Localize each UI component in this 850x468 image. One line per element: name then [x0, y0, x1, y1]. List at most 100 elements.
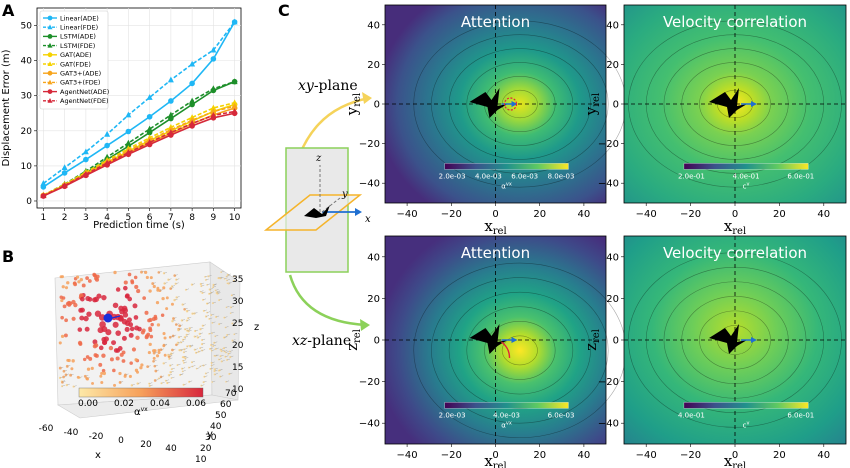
- legend-marker: [47, 89, 53, 94]
- velocity-arrow-head: [751, 337, 757, 343]
- series-line: [43, 110, 235, 197]
- velocity-vector: [120, 381, 124, 383]
- x-tick-label: 40: [817, 209, 830, 220]
- velocity-vector: [172, 319, 176, 322]
- scatter-point: [151, 317, 156, 321]
- scatter-point: [155, 354, 160, 358]
- bird-icon: [709, 324, 747, 354]
- series-line: [42, 21, 236, 188]
- scatter-point: [136, 289, 141, 294]
- scatter-colorbar-ticks: 0.00 0.02 0.04 0.06: [78, 399, 206, 409]
- x-tick-label: −40: [397, 209, 418, 220]
- scatter-point: [100, 380, 104, 385]
- panel-letter-c: C: [278, 1, 290, 20]
- velocity-vector: [177, 341, 181, 343]
- velocity-vector: [141, 270, 145, 273]
- data-point: [61, 170, 68, 176]
- scatter-point: [149, 276, 153, 280]
- scatter-point: [156, 288, 160, 292]
- y-tick-label: −20: [359, 377, 380, 388]
- velocity-vector: [200, 328, 204, 330]
- colorbar-tick-label: 0.02: [114, 399, 134, 409]
- scatter-point: [85, 276, 89, 280]
- scatter-point: [92, 297, 98, 303]
- velocity-vector: [191, 361, 196, 363]
- velocity-vector: [201, 384, 205, 386]
- scatter-point: [157, 348, 161, 352]
- y-tick-label: 60: [220, 400, 232, 410]
- scatter-point: [113, 348, 119, 353]
- velocity-vector: [213, 283, 217, 285]
- data-point: [231, 78, 238, 85]
- scatter-point: [87, 279, 92, 283]
- scatter-point: [225, 275, 228, 278]
- scatter-point: [94, 276, 98, 281]
- velocity-vector: [168, 353, 172, 356]
- velocity-vector: [217, 290, 221, 293]
- velocity-vector: [209, 347, 214, 350]
- colorbar-tick-label: 4.0e-01: [733, 172, 760, 180]
- y-tick-label: −40: [598, 179, 619, 190]
- heatmap-panels: Attention 2.0e-03 4.0e-03 6.0e-03 8.0e-03 αvx…: [343, 4, 847, 468]
- x-tick-label: −20: [680, 450, 701, 461]
- velocity-vector: [202, 342, 206, 345]
- scatter-point: [148, 326, 152, 331]
- scatter-point: [166, 381, 169, 385]
- scatter-point: [79, 277, 84, 282]
- velocity-vector: [179, 348, 183, 351]
- velocity-vector: [212, 286, 217, 288]
- velocity-vector: [171, 376, 175, 379]
- velocity-vector: [226, 279, 230, 281]
- scatter-point: [60, 298, 64, 303]
- y-tick-label: 40: [21, 57, 33, 67]
- velocity-vector: [168, 374, 173, 376]
- velocity-vector: [203, 364, 207, 366]
- y-tick-label: 50: [215, 411, 227, 421]
- velocity-vector: [66, 383, 70, 386]
- heatmap-title: Velocity correlation: [663, 244, 807, 262]
- velocity-vector: [169, 357, 173, 360]
- velocity-vector: [226, 275, 230, 277]
- velocity-vector: [203, 309, 207, 312]
- velocity-vector: [182, 338, 187, 341]
- scatter-point: [133, 315, 139, 320]
- scatter-point: [165, 296, 169, 300]
- x-tick-label: 40: [578, 209, 591, 220]
- focal-bird-marker: [103, 313, 113, 323]
- scatter-point: [66, 281, 70, 285]
- data-point: [189, 60, 196, 67]
- velocity-vector: [184, 328, 189, 330]
- velocity-vector: [211, 313, 215, 316]
- scatter-point: [148, 289, 152, 293]
- scatter-z-ticks: 10 15 20 25 30 35: [232, 275, 244, 395]
- velocity-vector: [202, 338, 206, 341]
- velocity-vector: [226, 306, 230, 308]
- scatter-point: [148, 382, 151, 385]
- scatter-point: [162, 332, 166, 336]
- velocity-vector: [183, 383, 187, 385]
- scatter-point: [128, 332, 134, 338]
- data-point: [210, 56, 217, 62]
- data-point: [231, 102, 238, 109]
- velocity-vector: [211, 364, 215, 366]
- scatter-point: [135, 335, 140, 340]
- velocity-vector: [210, 291, 215, 293]
- colorbar-tick-label: 6.0e-01: [787, 172, 814, 180]
- colorbar-tick-label: 2.0e-03: [439, 172, 466, 180]
- attention-peak-marker: [503, 97, 518, 111]
- velocity-vector: [214, 373, 218, 375]
- scatter-point: [61, 296, 66, 300]
- scatter-point: [86, 311, 92, 317]
- scatter-point: [176, 364, 179, 367]
- line-chart-series: [40, 18, 238, 199]
- bird-icon: [304, 205, 330, 218]
- scatter-point: [169, 371, 172, 374]
- x-tick-label: 20: [140, 440, 152, 450]
- velocity-vector: [229, 350, 233, 352]
- velocity-vector: [200, 282, 204, 285]
- y-tick-label: 0: [374, 100, 380, 111]
- scatter-xlabel: x: [95, 450, 101, 461]
- legend-entry: AgentNet(FDE): [60, 97, 109, 105]
- contour-line: [466, 306, 574, 395]
